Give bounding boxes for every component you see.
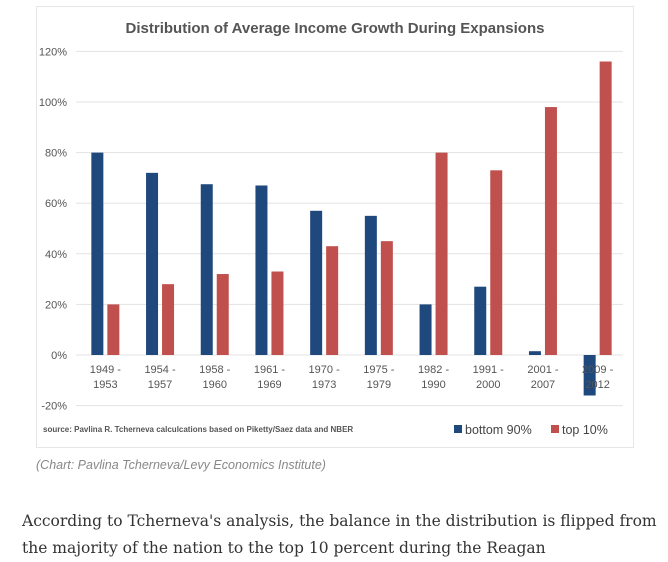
article-paragraph: According to Tcherneva's analysis, the b… (22, 512, 657, 557)
y-tick-label: 20% (45, 299, 67, 311)
chart: Distribution of Average Income Growth Du… (36, 6, 634, 448)
legend-label: bottom 90% (465, 423, 532, 437)
y-tick-label: 120% (39, 46, 67, 58)
x-tick-label: 1953 (93, 379, 117, 391)
legend-label: top 10% (562, 423, 608, 437)
bar-bottom-90 (310, 210, 323, 355)
x-tick-label: 1954 - (144, 364, 176, 376)
legend-swatch (454, 425, 462, 433)
x-tick-label: 1975 - (363, 364, 395, 376)
bar-top-10 (107, 304, 120, 355)
x-tick-label: 1960 (203, 379, 227, 391)
bar-bottom-90 (91, 152, 104, 355)
x-tick-label: 1970 - (309, 364, 341, 376)
x-tick-label: 2009 - (582, 364, 614, 376)
bar-top-10 (544, 107, 557, 355)
chart-title: Distribution of Average Income Growth Du… (126, 20, 545, 37)
y-tick-label: 60% (45, 198, 67, 210)
bar-bottom-90 (146, 172, 159, 355)
bar-bottom-90 (419, 304, 432, 355)
x-tick-label: 1949 - (90, 364, 122, 376)
bar-top-10 (162, 284, 175, 355)
bar-top-10 (435, 152, 448, 355)
bar-top-10 (271, 271, 284, 355)
y-tick-label: 100% (39, 97, 67, 109)
x-tick-label: 2000 (476, 379, 500, 391)
x-tick-label: 1973 (312, 379, 336, 391)
x-tick-label: 1982 - (418, 364, 450, 376)
bar-top-10 (216, 274, 229, 355)
bar-bottom-90 (255, 185, 268, 355)
x-tick-label: 2001 - (527, 364, 559, 376)
bar-top-10 (599, 61, 612, 356)
x-tick-label: 1958 - (199, 364, 231, 376)
bar-bottom-90 (583, 355, 596, 396)
bar-bottom-90 (200, 184, 213, 355)
bar-bottom-90 (364, 215, 377, 355)
bar-chart: Distribution of Average Income Growth Du… (39, 20, 623, 437)
bar-top-10 (326, 246, 339, 355)
x-tick-label: 1957 (148, 379, 172, 391)
y-tick-label: 80% (45, 148, 67, 160)
x-tick-label: 1990 (421, 379, 445, 391)
bar-top-10 (380, 241, 393, 355)
legend-swatch (551, 425, 559, 433)
bar-top-10 (490, 170, 503, 355)
x-tick-label: 2012 (585, 379, 609, 391)
source-note: source: Pavlina R. Tcherneva calculcatio… (43, 425, 353, 434)
chart-caption: (Chart: Pavlina Tcherneva/Levy Economics… (36, 458, 326, 472)
x-tick-label: 1991 - (473, 364, 505, 376)
x-tick-label: 1961 - (254, 364, 286, 376)
y-tick-label: 40% (45, 249, 67, 261)
x-tick-label: 1969 (257, 379, 281, 391)
bar-bottom-90 (528, 351, 541, 355)
bar-bottom-90 (474, 286, 487, 355)
y-tick-label: -20% (41, 401, 67, 413)
y-tick-label: 0% (51, 350, 67, 362)
x-tick-label: 2007 (531, 379, 555, 391)
x-tick-label: 1979 (367, 379, 391, 391)
